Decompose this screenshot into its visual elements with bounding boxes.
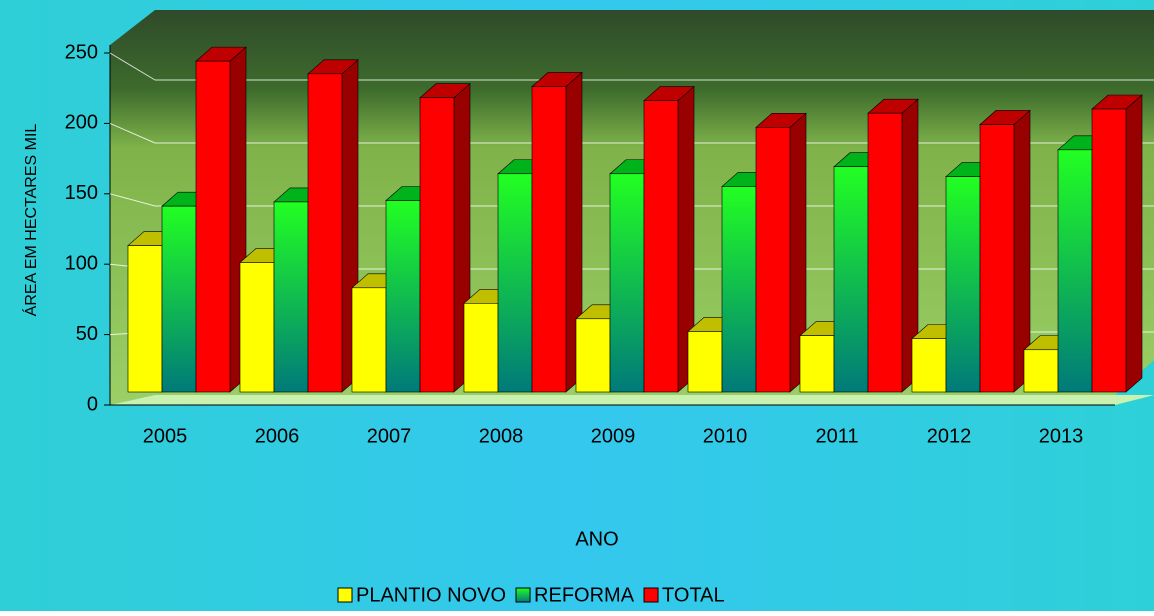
bar <box>1057 149 1093 393</box>
bar <box>609 173 645 393</box>
y-tick-label: 250 <box>65 41 98 63</box>
x-tick-label: 2011 <box>815 425 858 447</box>
bar <box>531 86 567 393</box>
bar <box>419 97 455 393</box>
bar <box>307 73 343 393</box>
bar <box>687 331 723 393</box>
y-tick-label: 200 <box>65 112 98 134</box>
bar <box>273 201 309 393</box>
bar <box>239 262 275 393</box>
bar-side <box>1125 94 1143 393</box>
x-tick-label: 2006 <box>255 425 300 447</box>
y-tick-label: 0 <box>87 393 98 415</box>
x-tick-label: 2008 <box>479 425 524 447</box>
bar <box>911 338 947 393</box>
y-tick-label: 100 <box>65 252 98 274</box>
bar <box>721 186 757 393</box>
bar <box>127 245 163 393</box>
bar <box>351 287 387 393</box>
legend-label: REFORMA <box>534 584 635 606</box>
floor <box>110 395 1154 405</box>
y-tick-label: 150 <box>65 182 98 204</box>
x-axis-title: ANO <box>575 528 618 550</box>
x-tick-label: 2010 <box>703 425 748 447</box>
bar <box>575 318 611 393</box>
legend-label: PLANTIO NOVO <box>356 584 506 606</box>
x-tick-label: 2005 <box>143 425 188 447</box>
x-tick-label: 2012 <box>927 425 972 447</box>
bar <box>643 100 679 393</box>
bar <box>161 205 197 393</box>
grid-line <box>109 193 156 207</box>
y-tick-label: 50 <box>76 323 98 345</box>
legend-swatch <box>643 587 659 603</box>
bar <box>1091 108 1127 393</box>
bar <box>385 200 421 393</box>
grid-line <box>109 122 156 144</box>
bar <box>1023 349 1059 393</box>
bar <box>945 176 981 393</box>
bar <box>979 124 1015 393</box>
grid-line <box>109 52 156 81</box>
x-tick-label: 2013 <box>1039 425 1084 447</box>
bar <box>195 60 231 393</box>
bar <box>867 112 903 393</box>
bar <box>755 126 791 393</box>
legend-label: TOTAL <box>662 584 725 606</box>
x-tick-label: 2007 <box>367 425 412 447</box>
bar <box>497 173 533 393</box>
bar <box>833 166 869 393</box>
legend-swatch <box>337 587 353 603</box>
y-axis-title: ÁREA EM HECTARES MIL <box>21 124 40 317</box>
bar <box>463 302 499 393</box>
bar <box>799 335 835 393</box>
x-tick-label: 2009 <box>591 425 636 447</box>
legend-swatch <box>515 587 531 603</box>
